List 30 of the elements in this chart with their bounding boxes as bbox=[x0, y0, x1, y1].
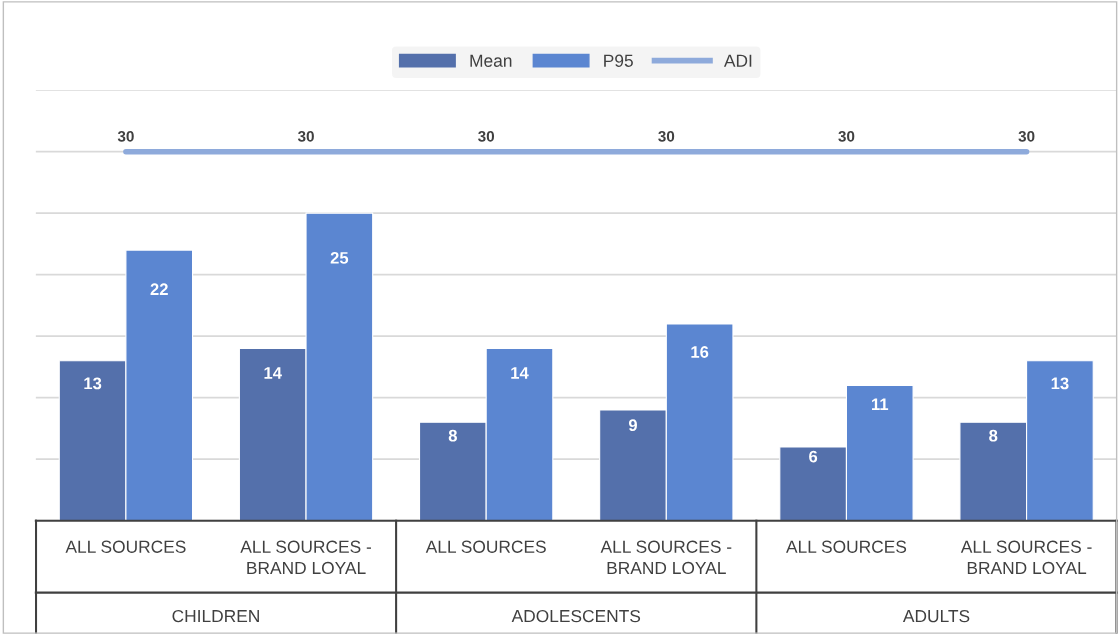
data-label: 8 bbox=[448, 429, 457, 442]
data-label: 9 bbox=[628, 419, 637, 432]
legend-label: ADI bbox=[723, 54, 752, 67]
x-tick-label: ALL SOURCES - BRAND LOYAL bbox=[600, 540, 732, 575]
text: ADOLESCENTS bbox=[511, 609, 641, 623]
x-tick-label: ALL SOURCES bbox=[425, 540, 546, 553]
data-label: 22 bbox=[150, 283, 168, 295]
legend-label: Mean bbox=[470, 54, 512, 67]
data-label: 14 bbox=[511, 367, 529, 379]
data-label: 30 bbox=[658, 130, 675, 142]
data-label: 14 bbox=[264, 367, 282, 379]
data-label: 6 bbox=[809, 450, 818, 463]
data-label: 30 bbox=[478, 130, 495, 142]
data-label: 16 bbox=[691, 346, 709, 358]
text: ADULTS bbox=[902, 609, 970, 623]
data-label: 30 bbox=[838, 130, 855, 142]
data-label: 30 bbox=[117, 130, 134, 142]
x-tick-label: ALL SOURCES bbox=[65, 540, 186, 553]
x-tick-label: ALL SOURCES bbox=[786, 540, 907, 553]
x-tick-label: ALL SOURCES - BRAND LOYAL bbox=[240, 540, 372, 575]
data-label: 13 bbox=[84, 377, 102, 390]
text: CHILDREN bbox=[172, 609, 259, 623]
data-label: 30 bbox=[1018, 130, 1035, 142]
data-label: 30 bbox=[297, 130, 314, 142]
data-label: 11 bbox=[872, 398, 889, 410]
x-tick-label: ALL SOURCES - BRAND LOYAL bbox=[960, 540, 1092, 575]
data-label: 8 bbox=[989, 429, 998, 442]
data-label: 25 bbox=[330, 251, 349, 264]
data-label: 13 bbox=[1051, 377, 1069, 390]
legend-label: P95 bbox=[604, 54, 633, 67]
